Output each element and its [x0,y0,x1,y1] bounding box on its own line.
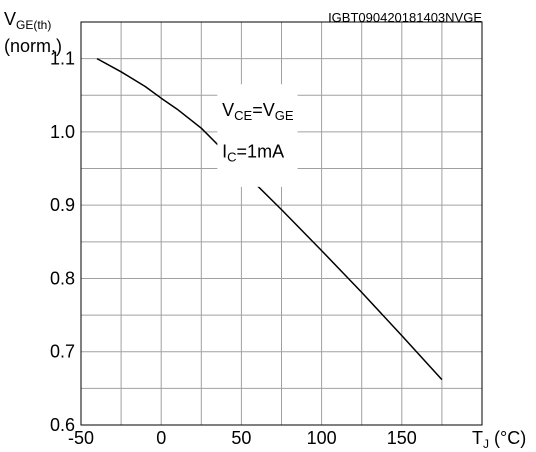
y-tick-label: 0.8 [50,268,75,288]
x-tick-label: 150 [387,428,417,448]
y-tick-label: 1.0 [50,122,75,142]
document-id: IGBT090420181403NVGE [328,10,482,25]
y-tick-label: 0.9 [50,195,75,215]
y-tick-label: 0.6 [50,415,75,435]
y-tick-label: 0.7 [50,342,75,362]
x-tick-label: 0 [156,428,166,448]
annotation-box: VCE=VGE IC=1mA [217,84,298,187]
annotation-ic: IC=1mA [222,142,284,165]
y-axis-title: VGE(th) [4,9,51,32]
y-axis-title-unit: (norm.) [4,36,62,56]
x-tick-label: 50 [231,428,251,448]
x-axis-title: TJ (°C) [472,428,526,451]
y-tick-label: 1.1 [50,49,75,69]
x-tick-label: -50 [68,428,94,448]
tick-labels: -50 0 50 100 150 0.6 0.7 0.8 0.9 1.0 1.1 [50,49,417,448]
annotation-background [217,84,298,187]
plot-frame [80,21,483,426]
annotation-vce-vge: VCE=VGE [222,100,294,123]
grid [81,22,482,425]
x-tick-label: 100 [307,428,337,448]
